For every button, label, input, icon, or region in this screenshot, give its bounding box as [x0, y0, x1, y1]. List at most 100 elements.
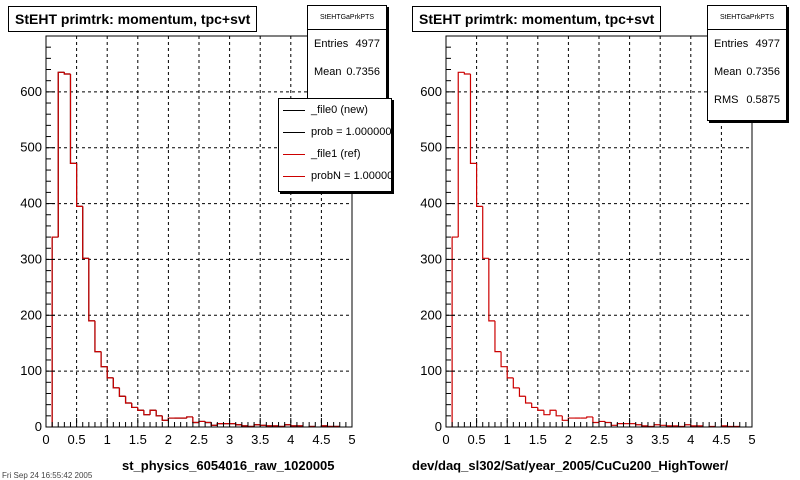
left-s1-bin-23 — [186, 416, 193, 419]
legend-label-prob: prob = 1.000000 — [311, 126, 392, 138]
left-s1-bin-7 — [88, 258, 95, 322]
right-s0-bin-27 — [610, 422, 618, 426]
left-mean-value: 0.7356 — [346, 66, 380, 78]
right-s0-bin-2 — [457, 71, 465, 238]
legend-row-probn: probN = 1.000000 — [279, 165, 391, 187]
left-s1-bin-40 — [290, 424, 297, 427]
left-s1-bin-35 — [259, 424, 267, 426]
left-s1-bin-36 — [265, 425, 273, 427]
right-s0-bin-3 — [463, 72, 471, 75]
legend-swatch-probn — [283, 175, 305, 177]
left-s1-bin-16 — [143, 410, 151, 416]
right-chart-title: StEHT primtrk: momentum, tpc+svt — [412, 6, 662, 32]
right-s0-bin-19 — [561, 415, 569, 421]
right-xtick-label-9: 4.5 — [712, 432, 730, 447]
legend-label-file1: _file1 (ref) — [311, 148, 361, 160]
left-xtick-label-7: 3.5 — [251, 432, 269, 447]
left-s1-bin-19 — [161, 415, 169, 421]
right-xtick-label-10: 5 — [748, 432, 755, 447]
left-s0-bin-2 — [57, 71, 65, 238]
right-s0-bin-40 — [690, 424, 697, 427]
right-s0-bin-38 — [677, 425, 685, 428]
left-xtick-label-3: 1.5 — [129, 432, 147, 447]
right-s0-bin-4 — [469, 73, 477, 164]
legend-swatch-prob — [283, 131, 305, 133]
left-s0-bin-17 — [149, 409, 157, 415]
left-histogram: 0 0.5 1 1.5 2 2.5 3 3.5 4 4.5 5 0 100 200 300 400 500 600 — [20, 35, 356, 447]
right-s0-bin-16 — [543, 410, 551, 416]
left-s0-bin-16 — [143, 410, 151, 416]
left-s0-bin-12 — [118, 387, 126, 397]
left-s1-bin-6 — [82, 206, 89, 259]
left-ytick-label-4: 400 — [20, 196, 42, 211]
legend-label-file0: _file0 (new) — [311, 104, 368, 116]
left-s1-bin-13 — [124, 396, 132, 404]
left-s1-bin-26 — [204, 421, 212, 424]
right-stats-box: StEHTGaPrkPTS Entries 4977 Mean 0.7356 R… — [707, 5, 787, 121]
left-s0-bin-13 — [124, 396, 132, 404]
legend-row-prob: prob = 1.000000 — [279, 121, 391, 143]
right-s0-bin-15 — [537, 407, 544, 411]
legend-swatch-file1 — [283, 153, 305, 155]
right-s0-bin-13 — [524, 396, 532, 404]
left-s1-bin-8 — [94, 320, 102, 353]
left-ytick-label-3: 300 — [20, 251, 42, 266]
right-s0-bin-7 — [488, 258, 495, 322]
left-s0-bin-7 — [88, 258, 95, 322]
left-xtick-label-6: 3 — [226, 432, 233, 447]
left-s1-bin-4 — [69, 73, 77, 164]
right-xtick-label-3: 1.5 — [529, 432, 547, 447]
left-s1-bin-10 — [106, 366, 114, 379]
left-s1-bin-9 — [100, 351, 108, 368]
left-s1-bin-28 — [216, 423, 224, 426]
right-ytick-label-0: 0 — [435, 419, 442, 434]
right-mean-value: 0.7356 — [746, 66, 780, 78]
right-s0-bin-28 — [616, 423, 624, 426]
right-s0-bin-20 — [567, 417, 575, 421]
left-chart-title: StEHT primtrk: momentum, tpc+svt — [8, 6, 258, 32]
right-ytick-label-1: 100 — [420, 363, 442, 378]
right-s0-bin-32 — [641, 424, 648, 427]
left-s0-bin-1 — [51, 236, 59, 427]
left-s1-bin-2 — [57, 71, 65, 238]
left-s0-bin-19 — [161, 415, 169, 421]
right-s0-bin-17 — [549, 409, 557, 415]
right-s0-bin-23 — [586, 416, 593, 419]
left-s1-bin-3 — [63, 72, 71, 75]
right-s0-bin-11 — [512, 377, 520, 389]
left-xtick-label-4: 2 — [165, 432, 172, 447]
right-s0-bin-5 — [476, 163, 483, 207]
right-xtick-label-1: 0.5 — [468, 432, 486, 447]
left-s1-bin-33 — [247, 425, 255, 428]
left-legend: _file0 (new) prob = 1.000000 _file1 (ref… — [278, 98, 392, 192]
left-stats-mean: Mean 0.7356 — [308, 58, 386, 86]
right-xtick-label-2: 1 — [504, 432, 511, 447]
right-s0-bin-35 — [659, 424, 667, 426]
right-s0-bin-26 — [604, 421, 612, 424]
right-xtick-label-6: 3 — [626, 432, 633, 447]
left-s1-bin-17 — [149, 409, 157, 415]
right-s0-bin-18 — [555, 410, 563, 417]
left-stats-box: StEHTGaPrkPTS Entries 4977 Mean 0.7356 — [307, 5, 387, 115]
right-ytick-label-5: 500 — [420, 140, 442, 155]
left-s1-bin-32 — [241, 424, 248, 427]
right-xtick-label-0: 0 — [442, 432, 449, 447]
right-histogram: 0 0.5 1 1.5 2 2.5 3 3.5 4 4.5 5 0 100 200 300 400 500 600 — [420, 35, 756, 447]
left-s1-bin-20 — [167, 417, 175, 421]
left-xtick-label-9: 4.5 — [312, 432, 330, 447]
left-xtick-label-1: 0.5 — [68, 432, 86, 447]
left-s1-bin-15 — [137, 407, 144, 411]
right-xtick-label-5: 2.5 — [590, 432, 608, 447]
left-entries-label: Entries — [314, 38, 349, 50]
right-s0-bin-1 — [451, 236, 459, 427]
right-s0-bin-36 — [665, 425, 673, 427]
right-pad: 0 0.5 1 1.5 2 2.5 3 3.5 4 4.5 5 0 100 200 300 400 500 600… — [400, 0, 800, 480]
left-pad: 0 0.5 1 1.5 2 2.5 3 3.5 4 4.5 5 0 100 200 300 400 500 600… — [8, 5, 392, 473]
right-s0-bin-6 — [482, 206, 489, 259]
right-stats-header: StEHTGaPrkPTS — [708, 6, 786, 30]
left-s0-bin-4 — [69, 73, 77, 164]
left-s0-bin-18 — [155, 410, 163, 417]
left-s0-bin-24 — [192, 416, 199, 424]
legend-row-file0: _file0 (new) — [279, 99, 391, 121]
right-x-axis-label: dev/daq_sl302/Sat/year_2005/CuCu200_High… — [412, 458, 729, 473]
